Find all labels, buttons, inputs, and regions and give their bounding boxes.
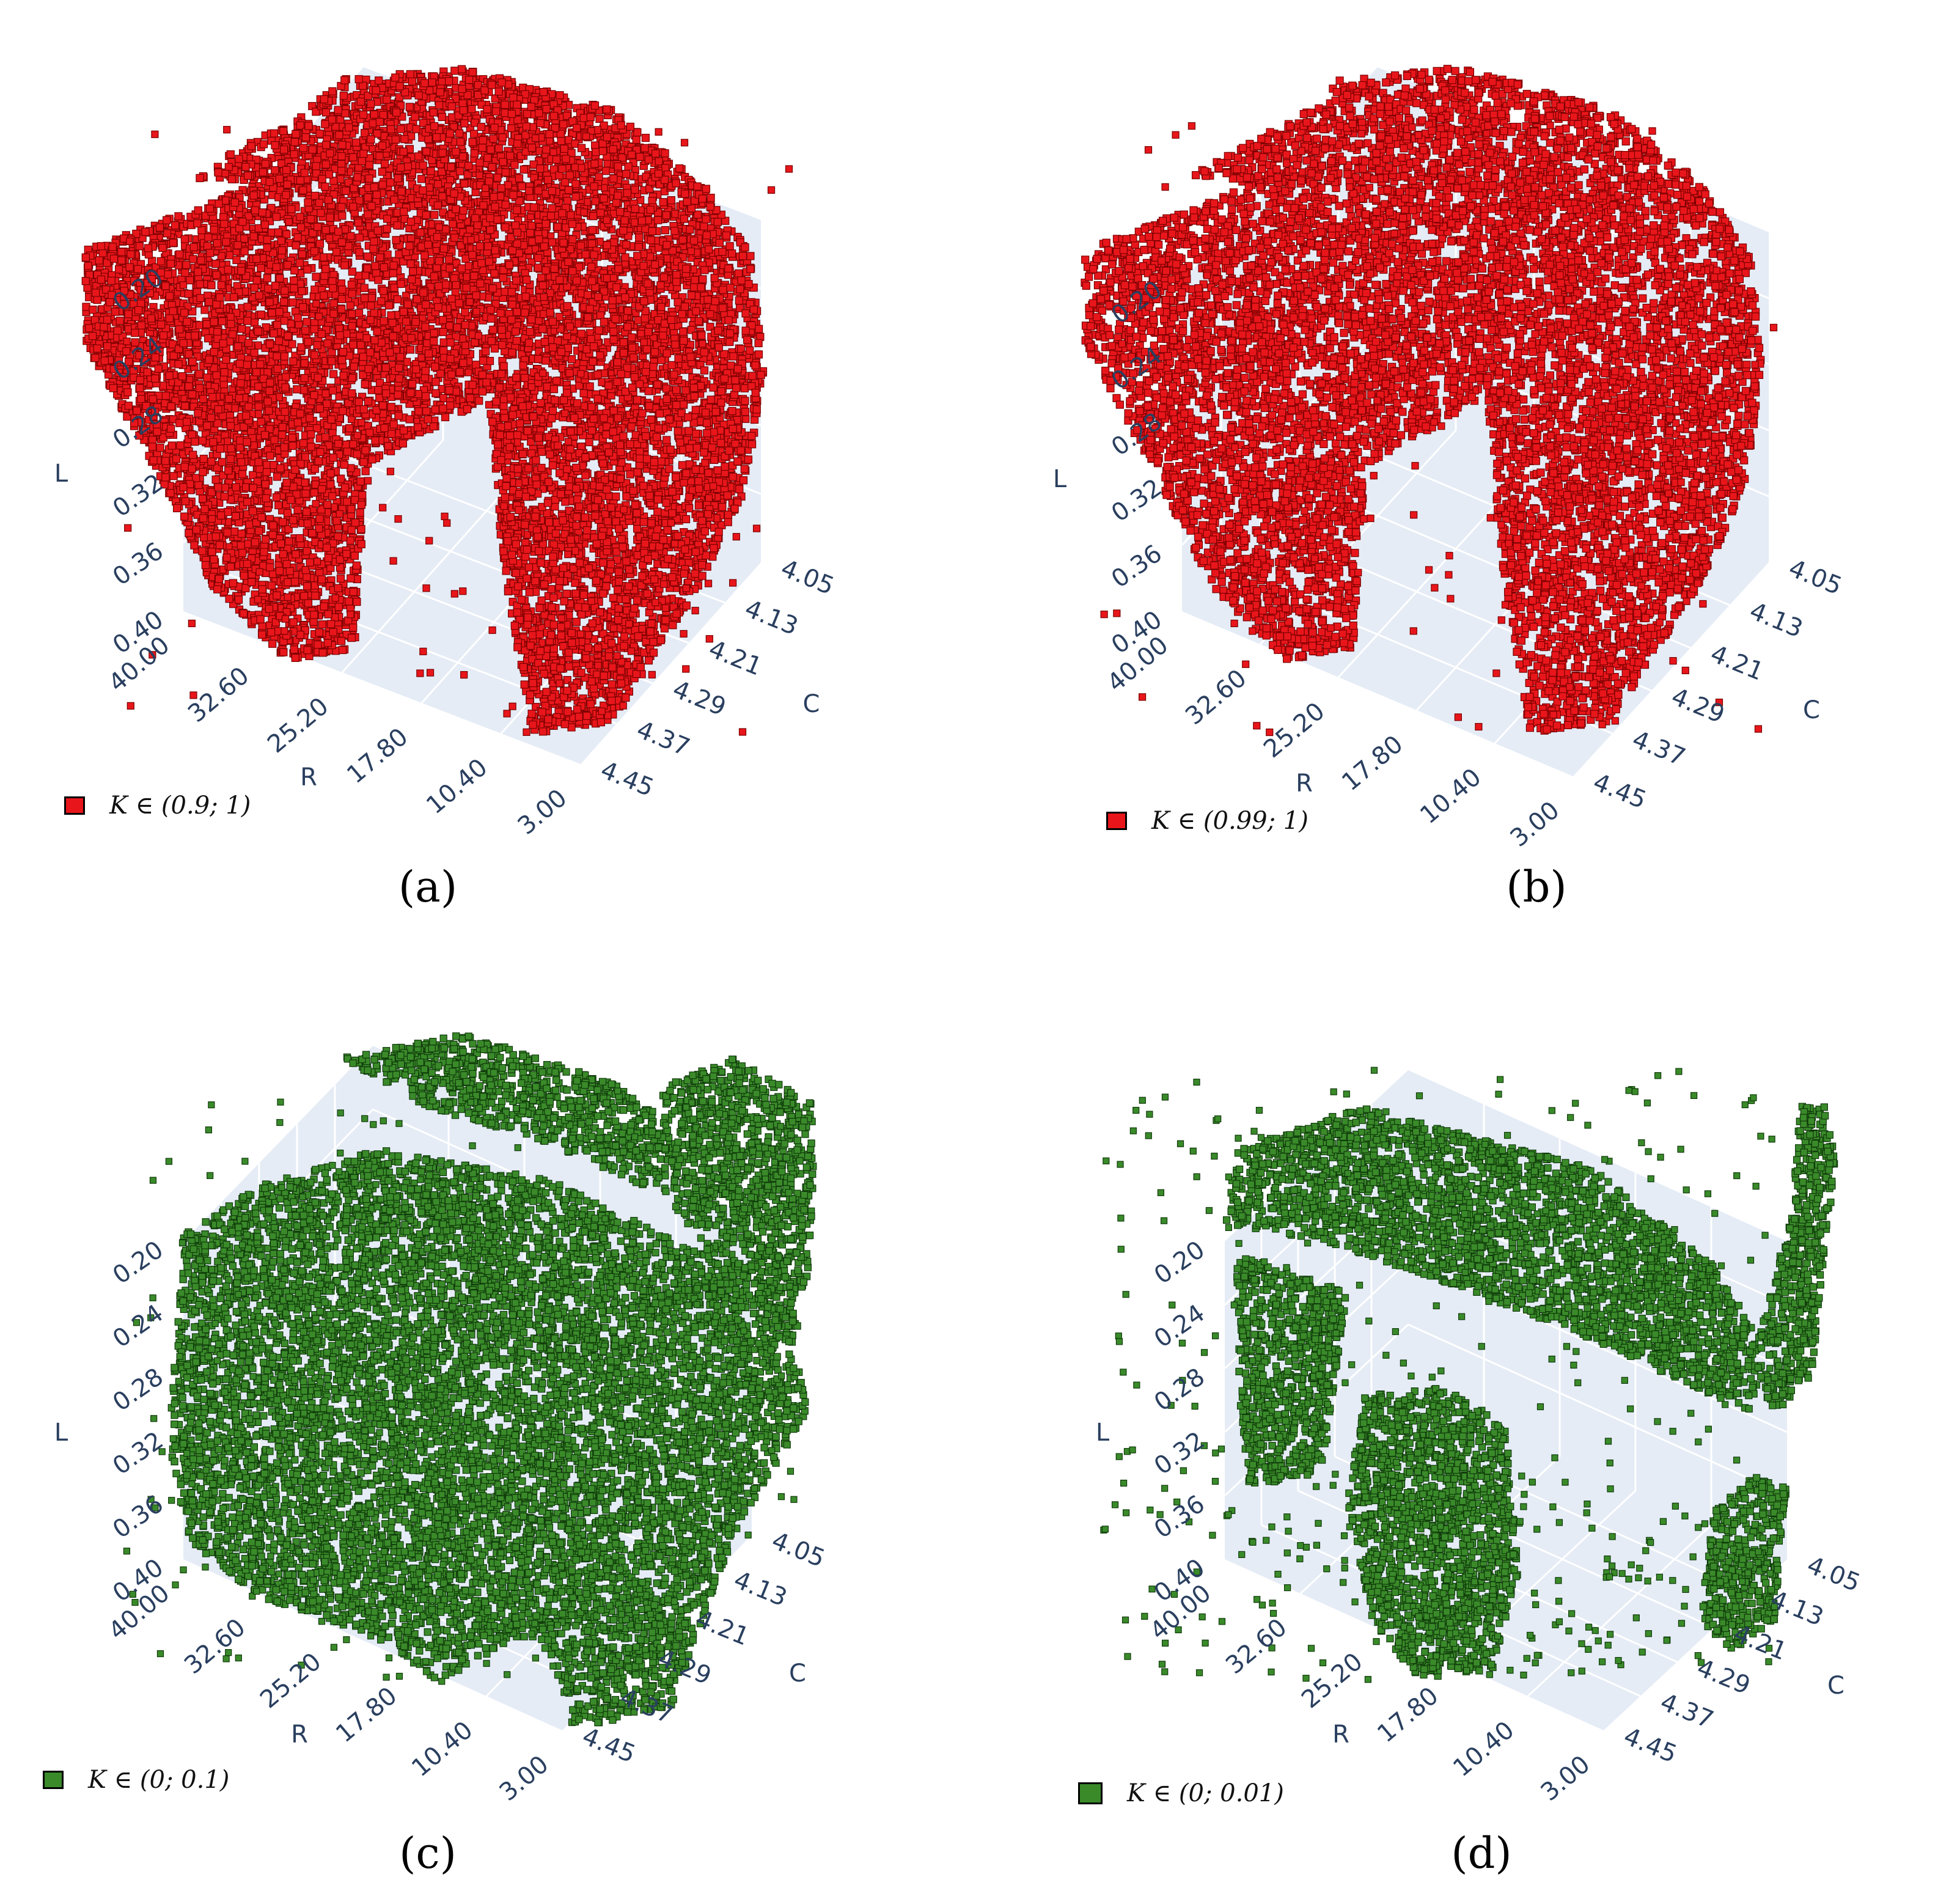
marker-point [345,424,354,433]
marker-point [595,114,604,123]
marker-point [540,611,549,619]
marker-point [614,568,623,576]
marker-point [527,449,536,458]
marker-point [258,622,266,631]
marker-point [406,259,415,268]
marker-point [288,340,296,348]
marker-point [257,417,265,426]
markers-a [81,65,793,736]
panel-a: 40.00 32.60 25.20 17.80 10.40 3.00 4.05 4.13 4.2… [0,0,980,948]
marker-point [441,413,450,422]
marker-point [739,476,748,485]
marker-point [660,624,669,633]
marker-point [701,458,710,467]
marker-point [624,162,633,171]
marker-point [360,284,369,292]
marker-point [513,608,521,617]
marker-point [299,386,308,394]
marker-point [239,609,248,618]
marker-point [471,188,480,197]
marker-point [612,517,620,526]
marker-point [406,345,415,354]
marker-point [656,636,665,645]
marker-point [371,262,380,270]
marker-point [572,617,581,626]
marker-point [755,325,763,333]
marker-point [291,653,299,662]
marker-point [537,273,546,282]
marker-point [559,120,568,129]
marker-point [438,112,446,121]
plot-3d-a: 40.00 32.60 25.20 17.80 10.40 3.004.054.134.2… [54,65,838,840]
marker-point [279,298,288,306]
marker-point [663,436,671,444]
marker-point [226,150,235,159]
marker-point [603,159,612,167]
marker-point [352,561,361,570]
marker-point [389,269,397,277]
marker-point [165,314,174,323]
marker-point [519,165,528,174]
marker-point [750,416,759,424]
marker-point [405,415,414,424]
marker-point [581,513,589,522]
marker-point [194,480,203,489]
marker-point [293,385,301,394]
marker-point [657,457,666,466]
marker-point [609,593,618,602]
marker-point [461,254,470,263]
